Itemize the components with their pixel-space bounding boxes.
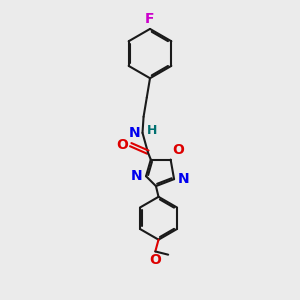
- Text: H: H: [147, 124, 158, 137]
- Text: N: N: [130, 169, 142, 183]
- Text: N: N: [129, 126, 141, 140]
- Text: N: N: [178, 172, 190, 186]
- Text: O: O: [117, 138, 129, 152]
- Text: O: O: [172, 143, 184, 157]
- Text: F: F: [145, 12, 155, 26]
- Text: O: O: [149, 253, 161, 266]
